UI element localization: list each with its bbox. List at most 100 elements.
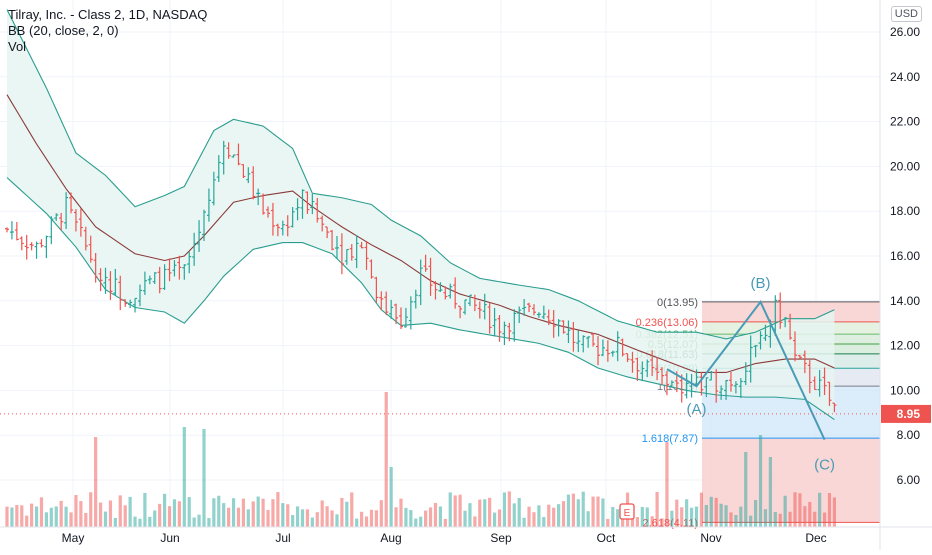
ohlc-bar <box>197 220 202 252</box>
ohlc-bar <box>620 338 625 357</box>
ohlc-bar <box>581 335 586 353</box>
volume-bar <box>734 515 738 527</box>
volume-bar <box>827 493 832 527</box>
fib-zone <box>702 301 880 322</box>
ohlc-bar <box>98 268 103 292</box>
ohlc-bar <box>467 294 472 306</box>
time-axis[interactable]: May Jun Jul Aug Sep Oct Nov Dec E <box>0 503 932 545</box>
fib-level-label: 1.618(7.87) <box>642 433 698 445</box>
volume-bar <box>754 499 758 527</box>
ohlc-bar <box>137 284 142 307</box>
ohlc-bar <box>433 281 438 300</box>
ohlc-bar <box>472 294 477 312</box>
pattern-point-label: (B) <box>751 275 771 292</box>
volume-bar <box>768 457 772 527</box>
volume-bar <box>522 517 526 527</box>
fib-zone <box>702 438 880 523</box>
ohlc-bar <box>177 255 182 280</box>
volume-bar <box>719 503 723 527</box>
ohlc-bar <box>517 306 522 324</box>
ohlc-bar <box>571 322 576 352</box>
volume-bar <box>758 435 763 527</box>
symbol-title[interactable]: Tilray, Inc. - Class 2, 1D, NASDAQ <box>8 7 208 22</box>
volume-bar <box>113 517 117 527</box>
volume-bar <box>25 515 29 527</box>
volume-bar <box>79 501 83 527</box>
volume-bar <box>808 501 812 527</box>
ohlc-bar <box>605 340 610 362</box>
last-price-label: 8.95 <box>897 407 921 421</box>
ohlc-bar <box>157 266 162 294</box>
volume-bar <box>586 511 590 527</box>
volume-bar <box>350 492 354 527</box>
ohlc-bar <box>147 275 152 285</box>
ohlc-bar <box>546 309 551 326</box>
ohlc-bar <box>221 140 226 175</box>
volume-bar <box>724 505 728 527</box>
ohlc-bar <box>827 381 832 406</box>
ohlc-bar <box>758 331 763 350</box>
volume-bar <box>453 495 457 527</box>
ohlc-bar <box>817 369 822 397</box>
ohlc-bar <box>783 316 788 328</box>
ohlc-bar <box>236 143 241 166</box>
volume-bar <box>315 512 319 527</box>
ohlc-bar <box>413 289 418 309</box>
volume-bar <box>281 503 285 527</box>
ohlc-bar <box>59 212 64 231</box>
volume-bar <box>822 512 827 527</box>
ohlc-bar <box>133 297 138 313</box>
ohlc-bar <box>88 235 93 263</box>
volume-bar <box>241 498 245 527</box>
bb-indicator-label[interactable]: BB (20, close, 2, 0) <box>8 23 119 38</box>
volume-bar <box>266 510 270 527</box>
volume-bar <box>74 494 78 527</box>
volume-bar <box>192 517 196 527</box>
volume-bar <box>793 492 797 527</box>
volume-bar <box>167 506 172 527</box>
volume-bar <box>537 505 541 527</box>
ohlc-bar <box>374 276 379 303</box>
y-tick-label: 6.00 <box>897 473 921 487</box>
volume-bar <box>512 503 516 527</box>
volume-bar <box>699 492 704 527</box>
volume-bar <box>561 501 566 527</box>
volume-bar <box>660 518 664 527</box>
volume-bar <box>138 518 142 527</box>
ohlc-bar <box>423 254 428 272</box>
volume-bar <box>118 495 122 527</box>
volume-bar <box>330 510 334 527</box>
abc-pattern[interactable]: (A) (B) (C) <box>666 275 835 474</box>
price-axis[interactable]: 26.00 24.00 22.00 20.00 18.00 16.00 14.00 12.00… <box>879 0 931 550</box>
ohlc-bar <box>738 378 743 399</box>
volume-bar <box>788 511 792 527</box>
ohlc-bar <box>428 257 433 296</box>
ohlc-bar <box>128 299 133 309</box>
volume-bar <box>335 514 339 527</box>
volume-bar <box>576 499 580 527</box>
volume-bar <box>689 507 694 527</box>
volume-bar <box>394 507 398 527</box>
ohlc-bar <box>714 369 719 403</box>
ohlc-bar <box>14 221 19 241</box>
ohlc-bar <box>113 268 118 296</box>
volume-bar <box>409 510 413 527</box>
ohlc-bar <box>645 359 650 378</box>
volume-bar <box>517 497 521 527</box>
currency-button[interactable]: USD <box>890 6 922 22</box>
volume-bar <box>291 515 295 527</box>
volume-bar <box>399 498 403 527</box>
ohlc-bar <box>305 191 310 214</box>
volume-bar <box>123 505 127 527</box>
volume-bar <box>94 437 98 527</box>
ohlc-bar <box>458 305 463 319</box>
volume-bar <box>665 442 669 527</box>
volume-bar <box>630 512 635 527</box>
volume-bar <box>458 494 462 527</box>
ohlc-bar <box>531 304 536 316</box>
ohlc-bar <box>216 155 221 182</box>
volume-indicator-label[interactable]: Vol <box>8 39 27 54</box>
volume-bar <box>680 507 684 527</box>
